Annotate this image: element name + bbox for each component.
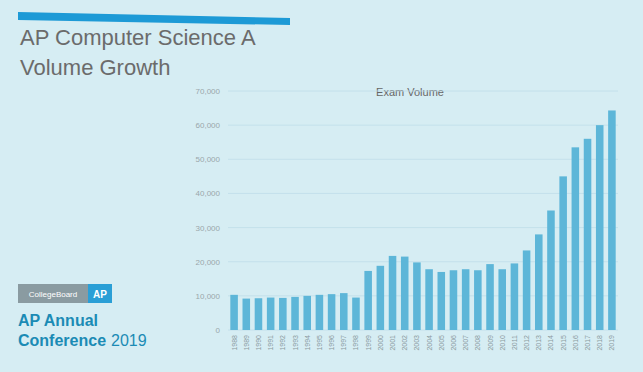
bar [352,298,360,330]
x-tick-label: 2005 [438,335,445,351]
x-tick-label: 2008 [474,335,481,351]
bar [230,295,238,330]
bar [498,269,506,330]
x-tick-label: 1989 [243,335,250,351]
bar [572,147,580,330]
bar [328,294,336,330]
y-tick-label: 60,000 [196,121,221,130]
bar [486,264,494,330]
x-tick-label: 2011 [511,335,518,350]
bar [608,110,616,330]
bar [340,293,348,330]
bar [389,256,397,330]
x-tick-label: 2014 [547,335,554,351]
bar [377,266,385,330]
y-tick-label: 70,000 [196,87,221,96]
x-tick-label: 1994 [304,335,311,351]
bar [474,270,482,330]
bar [267,298,275,330]
bar [523,250,531,330]
x-tick-label: 2018 [596,335,603,351]
x-tick-label: 2007 [462,335,469,351]
x-tick-label: 2006 [450,335,457,351]
conference-name: AP Annual [18,312,98,329]
bar [243,299,251,330]
logo-box [18,284,88,303]
conference-word: Conference [18,332,106,349]
chart-title: Exam Volume [376,86,444,98]
bar [401,257,409,330]
x-tick-label: 2002 [401,335,408,351]
x-tick-label: 1999 [365,335,372,351]
slide-title: AP Computer Science A [20,25,256,50]
slide-title: Volume Growth [20,55,170,80]
x-tick-label: 1998 [352,335,359,351]
bar [303,296,311,330]
x-tick-label: 1992 [279,335,286,351]
logo-ap-box [88,284,112,303]
bar [596,125,604,330]
x-tick-label: 2010 [499,335,506,351]
bar [255,298,263,330]
bar [438,272,446,330]
bar [511,263,519,330]
x-tick-label: 2012 [523,335,530,351]
x-tick-label: 2000 [377,335,384,351]
header-bar [18,12,290,25]
bar [450,270,458,330]
grid-line [228,125,618,126]
x-tick-label: 1996 [328,335,335,351]
x-tick-label: 1991 [267,335,274,351]
bar [559,176,567,330]
x-tick-label: 1990 [255,335,262,351]
x-tick-label: 2004 [426,335,433,351]
y-tick-label: 0 [216,326,221,335]
y-tick-label: 50,000 [196,155,221,164]
bar [462,269,470,330]
x-tick-label: 2003 [413,335,420,351]
y-tick-label: 30,000 [196,224,221,233]
bars [230,110,615,330]
x-tick-label: 1993 [292,335,299,351]
x-tick-label: 2016 [572,335,579,351]
y-tick-label: 10,000 [196,292,221,301]
x-tick-label: 2015 [560,335,567,351]
bar [547,211,555,331]
bar [413,262,421,330]
grid-line [228,159,618,160]
bar [584,139,592,330]
bar [364,271,372,330]
bar [291,297,299,330]
bar [425,269,433,330]
x-tick-label: 2019 [608,335,615,351]
background [0,0,643,372]
bar [535,234,543,330]
x-tick-label: 2017 [584,335,591,351]
logo-ap: AP [93,289,107,300]
conference-line: Conference 2019 [18,332,147,349]
x-tick-label: 1988 [231,335,238,351]
x-tick-label: 2001 [389,335,396,351]
bar [279,298,287,330]
x-tick-label: 2013 [535,335,542,351]
conference-year: 2019 [111,332,147,349]
y-tick-label: 20,000 [196,258,221,267]
y-tick-label: 40,000 [196,189,221,198]
x-tick-label: 1995 [316,335,323,351]
slide: AP Computer Science A Volume Growth Colleg… [0,0,643,372]
bar [316,295,324,330]
x-tick-label: 2009 [487,335,494,351]
grid-line [228,91,618,92]
x-tick-label: 1997 [340,335,347,351]
logo-text: CollegeBoard [29,290,77,299]
